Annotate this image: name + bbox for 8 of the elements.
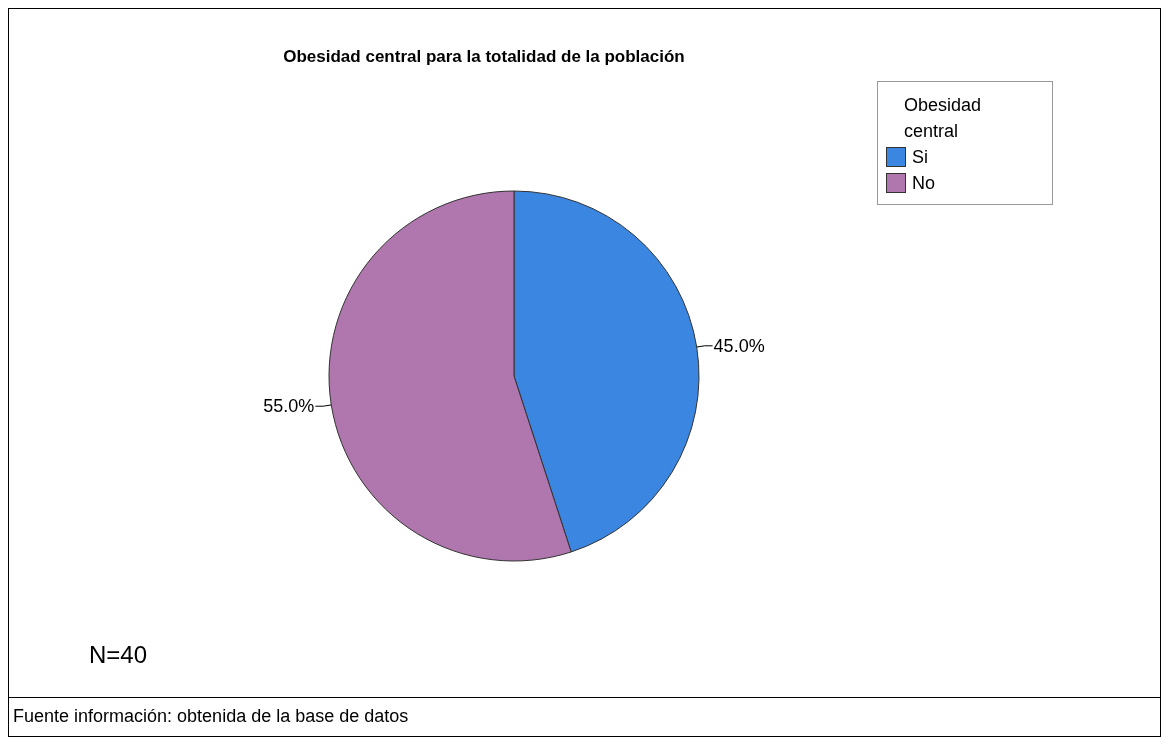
text: N=40 <box>89 641 148 669</box>
legend-label: Si <box>912 146 929 168</box>
legend-title: Obesidad central <box>903 94 983 143</box>
legend-label: No <box>912 172 936 194</box>
source-note: Fuente información: obtenida de la base de datos <box>8 697 1161 737</box>
data-label: 45.0% <box>713 335 765 356</box>
chart-title: Obesidad central para la totalidad de la población <box>282 47 686 67</box>
data-label: 55.0% <box>263 396 315 417</box>
